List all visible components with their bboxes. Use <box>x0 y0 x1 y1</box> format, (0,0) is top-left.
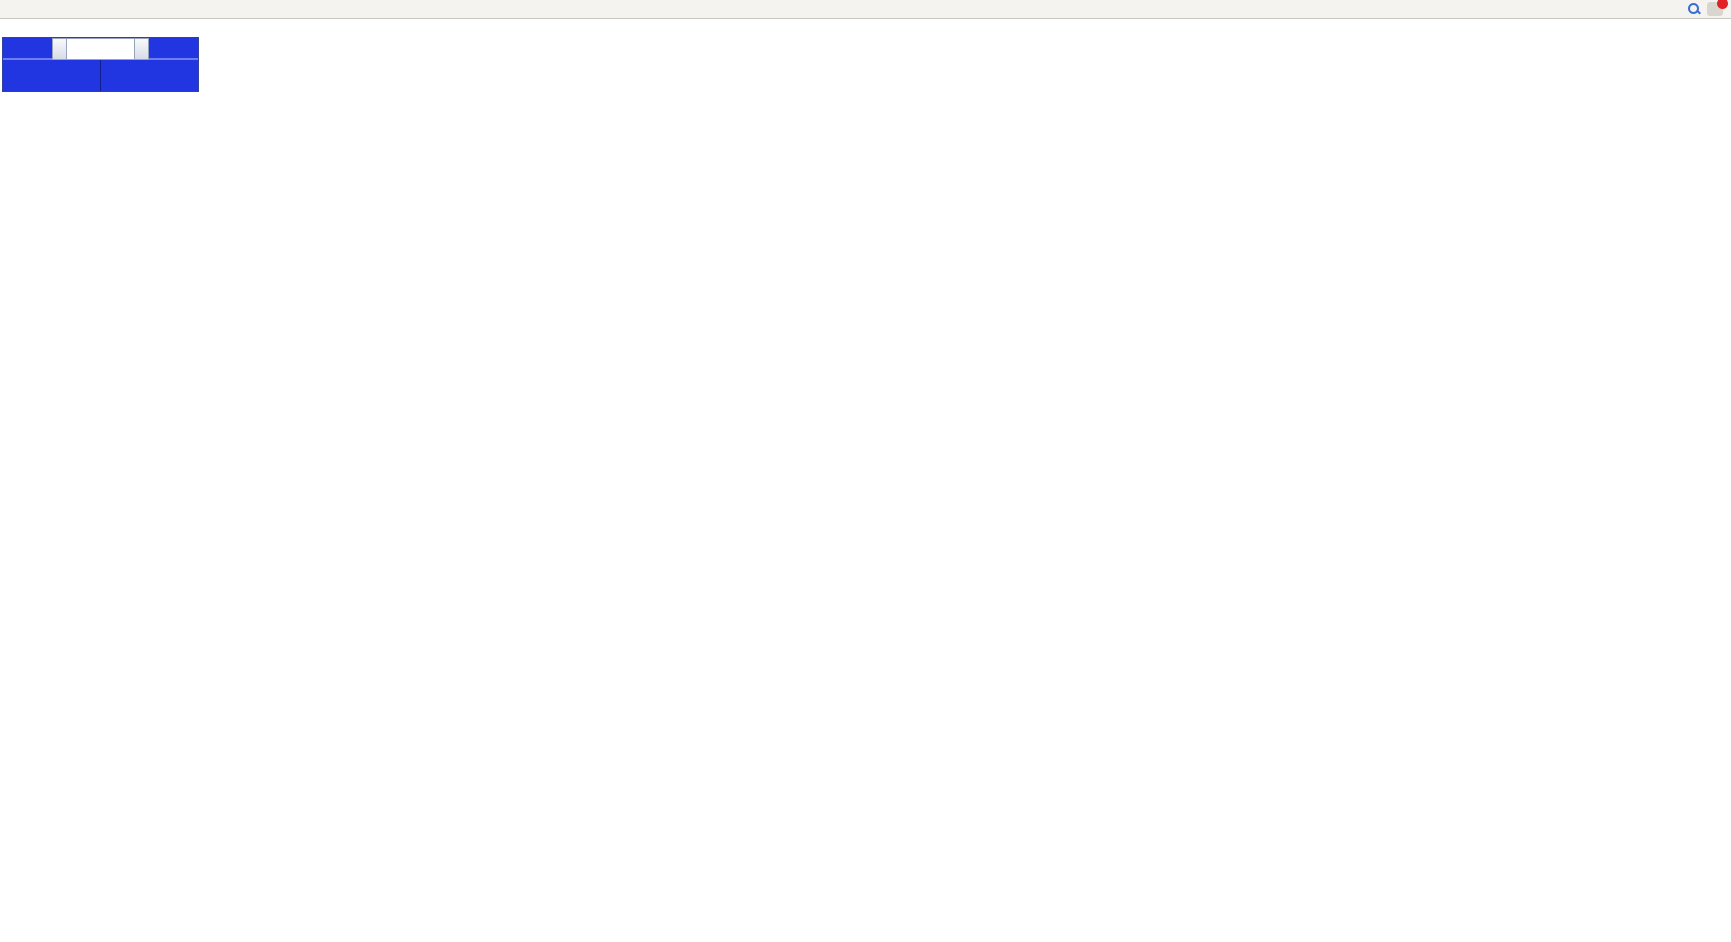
one-click-trading-panel <box>2 37 199 92</box>
main-toolbar <box>0 0 1731 19</box>
sell-price[interactable] <box>3 60 101 91</box>
buy-button[interactable] <box>149 38 198 60</box>
notifications-icon[interactable] <box>1707 0 1728 16</box>
volume-decrease-button[interactable] <box>52 38 67 60</box>
volume-increase-button[interactable] <box>134 38 149 60</box>
volume-input[interactable] <box>67 38 134 60</box>
sell-button[interactable] <box>3 38 52 60</box>
buy-price[interactable] <box>101 60 198 91</box>
toolbar-right <box>1688 0 1729 16</box>
search-icon[interactable] <box>1688 2 1701 16</box>
notification-badge <box>1717 0 1728 9</box>
